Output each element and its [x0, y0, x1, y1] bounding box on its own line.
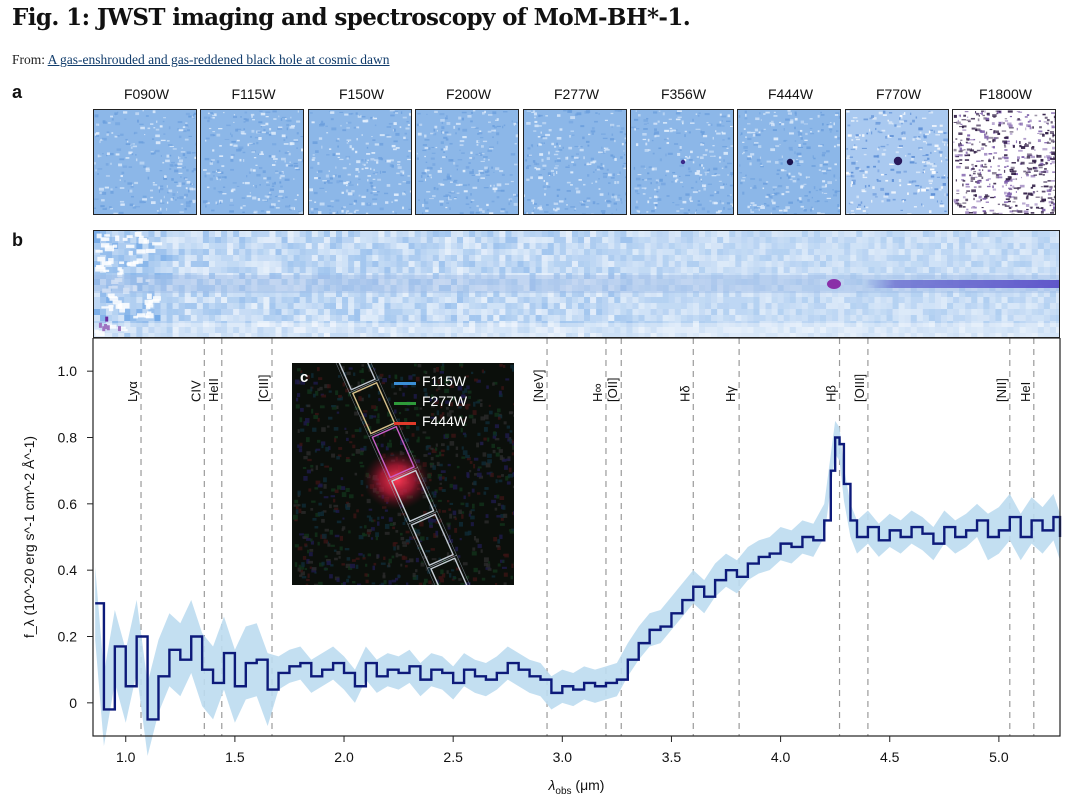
y-tick-label-5: 1.0 — [58, 363, 78, 379]
filter-label-f200w: F200W — [415, 86, 522, 102]
x-tick-label-8: 5.0 — [989, 749, 1009, 765]
from-prefix: From: — [12, 52, 45, 67]
line-label-9: Hβ — [824, 385, 839, 402]
rgb-image-svg — [292, 363, 514, 585]
y-tick-label-2: 0.4 — [58, 562, 78, 578]
thumbnail-f444w — [737, 109, 841, 215]
filter-label-f444w: F444W — [737, 86, 844, 102]
y-tick-label-1: 0.2 — [58, 629, 78, 645]
x-tick-label-0: 1.0 — [116, 749, 136, 765]
line-label-12: HeI — [1018, 382, 1033, 402]
thumbnail-f1800w — [952, 109, 1056, 215]
thumbnail-f090w — [93, 109, 197, 215]
line-label-8: Hγ — [723, 386, 738, 402]
x-tick-label-2: 2.0 — [334, 749, 354, 765]
legend-item-f115w: F115W — [422, 373, 466, 389]
line-label-1: CIV — [188, 380, 203, 402]
x-tick-label-1: 1.5 — [225, 749, 245, 765]
2d-spectrum-image — [93, 230, 1060, 338]
filter-label-f770w: F770W — [845, 86, 952, 102]
thumbnail-f356w — [630, 109, 734, 215]
filter-label-f115w: F115W — [200, 86, 307, 102]
figure-title: Fig. 1: JWST imaging and spectroscopy of… — [12, 4, 690, 31]
thumbnail-f200w — [415, 109, 519, 215]
x-tick-label-7: 4.5 — [880, 749, 900, 765]
legend-item-f444w: F444W — [422, 413, 467, 429]
line-label-5: H∞ — [590, 383, 605, 402]
filter-label-f150w: F150W — [308, 86, 415, 102]
thumbnail-f277w — [523, 109, 627, 215]
panel-a-label: a — [12, 82, 22, 103]
error-band — [95, 421, 1060, 756]
thumbnail-f115w — [200, 109, 304, 215]
filter-label-f356w: F356W — [630, 86, 737, 102]
legend-swatch-f277w — [394, 402, 416, 405]
line-label-7: Hδ — [677, 385, 692, 402]
filter-label-f277w: F277W — [523, 86, 630, 102]
y-axis-label: f_λ (10^-20 erg s^-1 cm^-2 Å^-1) — [21, 436, 37, 638]
line-label-4: [NeV] — [531, 369, 546, 402]
line-label-11: [NII] — [994, 378, 1009, 402]
x-tick-label-6: 4.0 — [771, 749, 791, 765]
thumbnail-f150w — [308, 109, 412, 215]
x-tick-label-5: 3.5 — [662, 749, 682, 765]
legend-label-f444w: F444W — [422, 413, 467, 429]
2d-spectrum-svg — [94, 231, 1060, 338]
y-tick-label-4: 0.8 — [58, 430, 78, 446]
x-tick-label-4: 3.0 — [553, 749, 573, 765]
legend-label-f115w: F115W — [422, 373, 466, 389]
panel-c-label: c — [300, 369, 308, 386]
source-article-link[interactable]: A gas-enshrouded and gas-reddened black … — [48, 52, 390, 67]
x-axis-label: λobs (μm) — [548, 777, 605, 797]
filter-label-f1800w: F1800W — [952, 86, 1059, 102]
y-tick-label-3: 0.6 — [58, 496, 78, 512]
line-label-2: HeII — [206, 378, 221, 402]
legend-swatch-f444w — [394, 422, 416, 425]
line-label-10: [OIII] — [852, 374, 867, 402]
thumbnail-f770w — [845, 109, 949, 215]
line-label-0: Lyα — [125, 381, 140, 402]
source-line: From: A gas-enshrouded and gas-reddened … — [12, 52, 390, 68]
panel-b-label: b — [12, 230, 23, 251]
line-label-6: [OII] — [605, 377, 620, 402]
panel-c-rgb-inset: c F115W F277W F444W — [292, 363, 514, 585]
y-tick-label-0: 0 — [69, 695, 77, 711]
filter-label-f090w: F090W — [93, 86, 200, 102]
legend-item-f277w: F277W — [422, 393, 467, 409]
legend-swatch-f115w — [394, 382, 416, 385]
line-label-3: [CIII] — [256, 375, 271, 402]
x-tick-label-3: 2.5 — [443, 749, 463, 765]
legend-label-f277w: F277W — [422, 393, 467, 409]
